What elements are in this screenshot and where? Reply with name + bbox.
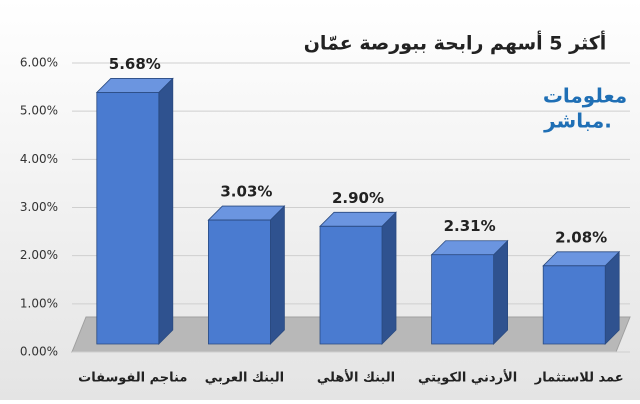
bar-face bbox=[207, 219, 271, 345]
x-tick-label: البنك الأهلي bbox=[317, 369, 395, 386]
y-tick-label: 2.00% bbox=[20, 248, 58, 262]
bar-face bbox=[604, 250, 620, 345]
bar-face bbox=[269, 205, 285, 345]
y-tick-label: 0.00% bbox=[20, 345, 58, 359]
y-tick-label: 4.00% bbox=[20, 152, 58, 166]
value-label: 3.03% bbox=[220, 183, 272, 201]
bar bbox=[207, 205, 286, 345]
bar bbox=[95, 77, 174, 345]
bar-face bbox=[96, 92, 160, 345]
bar-face bbox=[381, 211, 397, 345]
x-tick-label: عمد للاستثمار bbox=[534, 371, 624, 386]
bar-face bbox=[430, 240, 509, 256]
y-tick-label: 3.00% bbox=[20, 200, 58, 214]
value-label: 2.31% bbox=[444, 217, 496, 235]
x-tick-label: الأردني الكويتي bbox=[418, 369, 517, 386]
bar-face bbox=[158, 77, 174, 345]
value-label: 2.90% bbox=[332, 189, 384, 207]
x-tick-label: البنك العربي bbox=[205, 371, 284, 386]
y-tick-label: 1.00% bbox=[20, 296, 58, 310]
chart-title: أكثر 5 أسهم رابحة ببورصة عمّان bbox=[304, 31, 607, 55]
logo-text: مباشر. bbox=[543, 109, 612, 133]
y-tick-label: 6.00% bbox=[20, 56, 58, 70]
bar bbox=[542, 250, 621, 345]
bar-face bbox=[95, 78, 174, 93]
value-label: 2.08% bbox=[555, 228, 607, 246]
bar bbox=[430, 239, 509, 345]
x-tick-label: مناجم الفوسفات bbox=[78, 371, 187, 386]
bar-face bbox=[319, 225, 383, 345]
bar-face bbox=[542, 265, 606, 345]
value-label: 5.68% bbox=[109, 55, 161, 73]
bar-face bbox=[542, 251, 621, 267]
logo-text: معلومات bbox=[543, 84, 627, 108]
bar-face bbox=[319, 211, 397, 227]
bar-face bbox=[207, 205, 286, 221]
y-tick-label: 5.00% bbox=[20, 104, 58, 118]
bar-face bbox=[493, 239, 509, 345]
bar-face bbox=[431, 254, 495, 345]
bar bbox=[319, 211, 397, 345]
